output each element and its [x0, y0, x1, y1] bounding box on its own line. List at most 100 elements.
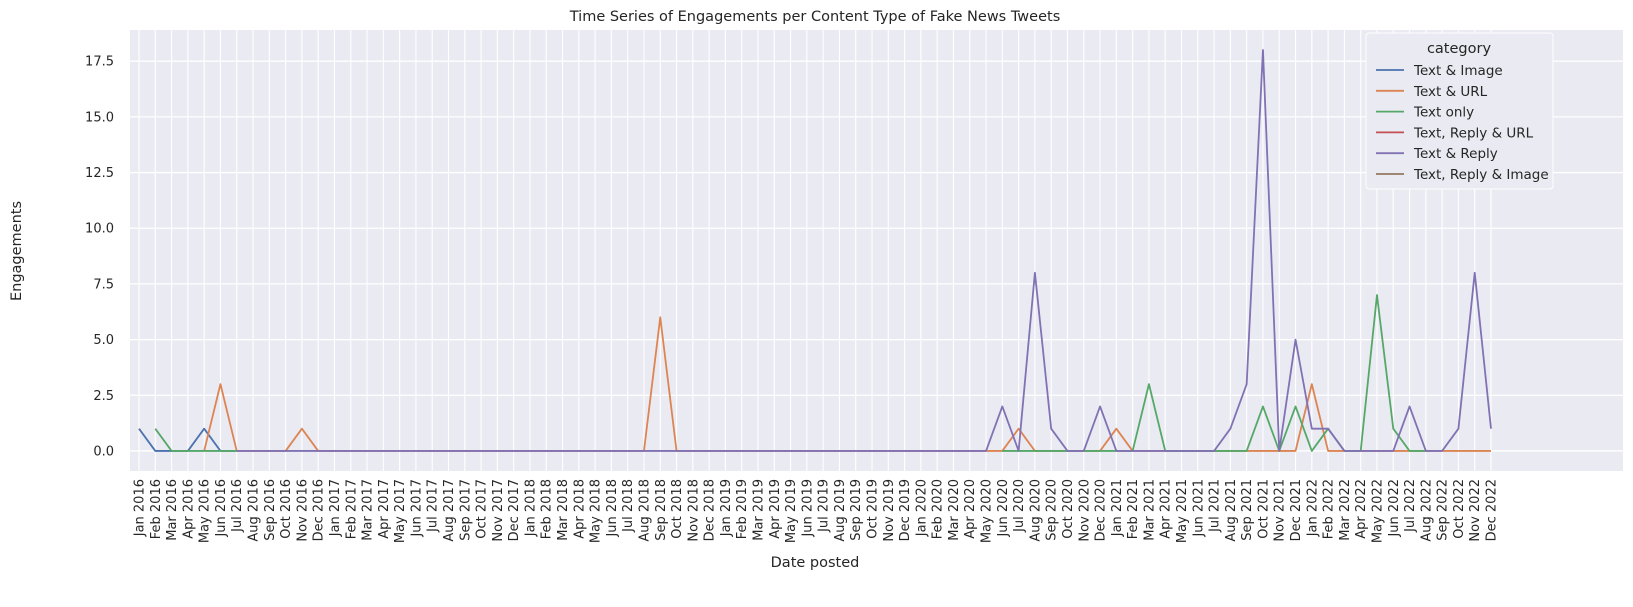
legend-label: Text, Reply & Image [1413, 167, 1549, 183]
x-tick-label: Feb 2016 [149, 479, 164, 539]
x-tick-label: Nov 2019 [882, 479, 897, 542]
chart-title: Time Series of Engagements per Content T… [569, 9, 1061, 25]
x-tick-label: Apr 2016 [181, 479, 196, 539]
y-tick-label: 10.0 [85, 222, 114, 237]
x-tick-label: Jul 2019 [817, 479, 832, 533]
x-tick-label: Dec 2019 [898, 479, 913, 541]
legend-title: category [1427, 41, 1492, 57]
x-tick-label: Oct 2021 [1256, 479, 1271, 539]
x-tick-label: Feb 2019 [735, 479, 750, 539]
legend-label: Text & URL [1413, 84, 1488, 100]
legend-label: Text only [1413, 105, 1474, 121]
x-tick-label: Mar 2019 [751, 479, 766, 541]
x-tick-label: May 2018 [589, 479, 604, 543]
x-tick-label: Dec 2017 [507, 479, 522, 541]
x-tick-label: Jan 2022 [1305, 479, 1320, 537]
x-tick-label: Jun 2017 [409, 479, 424, 538]
x-tick-label: Jul 2020 [1012, 479, 1027, 533]
x-tick-label: Jul 2018 [621, 479, 636, 533]
x-tick-label: Sep 2022 [1436, 479, 1451, 541]
x-tick-label: Dec 2018 [703, 479, 718, 541]
x-axis-ticks: Jan 2016 Feb 2016 Mar 2016 Apr 2016 May 2016… [133, 479, 1500, 543]
x-tick-label: Oct 2018 [670, 479, 685, 539]
x-tick-label: Jan 2021 [1110, 479, 1125, 537]
x-tick-label: Sep 2016 [263, 479, 278, 541]
y-tick-label: 0.0 [93, 444, 114, 459]
x-tick-label: Aug 2016 [247, 479, 262, 542]
x-tick-label: May 2017 [393, 479, 408, 543]
legend-label: Text, Reply & URL [1413, 125, 1534, 141]
y-axis-title: Engagements [9, 201, 25, 301]
x-tick-label: Apr 2020 [963, 479, 978, 539]
legend-items: Text & Image Text & URL Text only Text, Rep… [1376, 63, 1549, 183]
x-tick-label: Oct 2016 [279, 479, 294, 539]
x-tick-label: Jan 2017 [328, 479, 343, 537]
x-tick-label: Aug 2018 [637, 479, 652, 542]
y-tick-label: 12.5 [85, 166, 114, 181]
x-tick-label: Feb 2017 [344, 479, 359, 539]
x-tick-label: May 2016 [198, 479, 213, 543]
x-tick-label: Apr 2019 [768, 479, 783, 539]
x-tick-label: Oct 2019 [866, 479, 881, 539]
x-tick-label: Nov 2016 [295, 479, 310, 542]
x-tick-label: Nov 2020 [1077, 479, 1092, 542]
y-tick-label: 7.5 [93, 277, 114, 292]
x-tick-label: Jan 2020 [914, 479, 929, 537]
x-tick-label: Mar 2022 [1338, 479, 1353, 541]
x-tick-label: May 2019 [784, 479, 799, 543]
x-tick-label: Jun 2019 [800, 479, 815, 538]
x-tick-label: Jan 2016 [133, 479, 148, 537]
legend-label: Text & Image [1413, 63, 1503, 79]
x-tick-label: Dec 2016 [312, 479, 327, 541]
x-tick-label: Feb 2020 [931, 479, 946, 539]
y-tick-label: 17.5 [85, 55, 114, 70]
x-tick-label: May 2022 [1370, 479, 1385, 543]
x-tick-label: Aug 2019 [833, 479, 848, 542]
legend-box [1365, 32, 1554, 190]
x-tick-label: Feb 2022 [1322, 479, 1337, 539]
x-tick-label: Mar 2017 [361, 479, 376, 541]
y-tick-label: 5.0 [93, 333, 114, 348]
x-tick-label: Sep 2019 [849, 479, 864, 541]
x-tick-label: Sep 2018 [654, 479, 669, 541]
x-tick-label: Jun 2020 [996, 479, 1011, 538]
x-tick-label: Jul 2017 [426, 479, 441, 533]
x-tick-label: Aug 2020 [1028, 479, 1043, 542]
x-tick-label: May 2021 [1175, 479, 1190, 543]
x-tick-label: Dec 2022 [1485, 479, 1500, 541]
x-tick-label: Sep 2020 [1045, 479, 1060, 541]
series-line-text-reply [236, 49, 1492, 452]
x-tick-label: May 2020 [980, 479, 995, 543]
x-tick-label: Jul 2021 [1208, 479, 1223, 533]
x-tick-label: Sep 2021 [1240, 479, 1255, 541]
x-tick-label: Dec 2020 [1094, 479, 1109, 541]
x-tick-label: Jun 2021 [1191, 479, 1206, 538]
x-tick-label: Mar 2018 [556, 479, 571, 541]
y-tick-label: 15.0 [85, 110, 114, 125]
x-tick-label: Nov 2021 [1273, 479, 1288, 542]
x-tick-label: Apr 2017 [377, 479, 392, 539]
x-tick-label: Jul 2016 [230, 479, 245, 533]
y-axis-ticks: 0.0 2.5 5.0 7.5 10.0 12.5 15.0 17.5 [85, 55, 114, 460]
x-tick-label: Aug 2022 [1419, 479, 1434, 542]
x-tick-label: Apr 2021 [1159, 479, 1174, 539]
x-tick-label: Jun 2016 [214, 479, 229, 538]
x-tick-label: Oct 2022 [1452, 479, 1467, 539]
x-tick-label: Mar 2020 [947, 479, 962, 541]
x-tick-label: Mar 2016 [165, 479, 180, 541]
x-tick-label: Oct 2017 [475, 479, 490, 539]
legend: category Text & Image Text & URL Text only… [1365, 32, 1554, 190]
x-tick-label: Jan 2018 [523, 479, 538, 537]
x-tick-label: Aug 2017 [442, 479, 457, 542]
x-tick-label: Oct 2020 [1061, 479, 1076, 539]
x-tick-label: Nov 2018 [686, 479, 701, 542]
x-tick-label: Jul 2022 [1403, 479, 1418, 533]
x-tick-label: Aug 2021 [1224, 479, 1239, 542]
x-tick-label: Mar 2021 [1142, 479, 1157, 541]
x-tick-label: Apr 2022 [1354, 479, 1369, 539]
x-tick-label: Jan 2019 [719, 479, 734, 537]
legend-label: Text & Reply [1413, 146, 1498, 162]
x-tick-label: Dec 2021 [1289, 479, 1304, 541]
